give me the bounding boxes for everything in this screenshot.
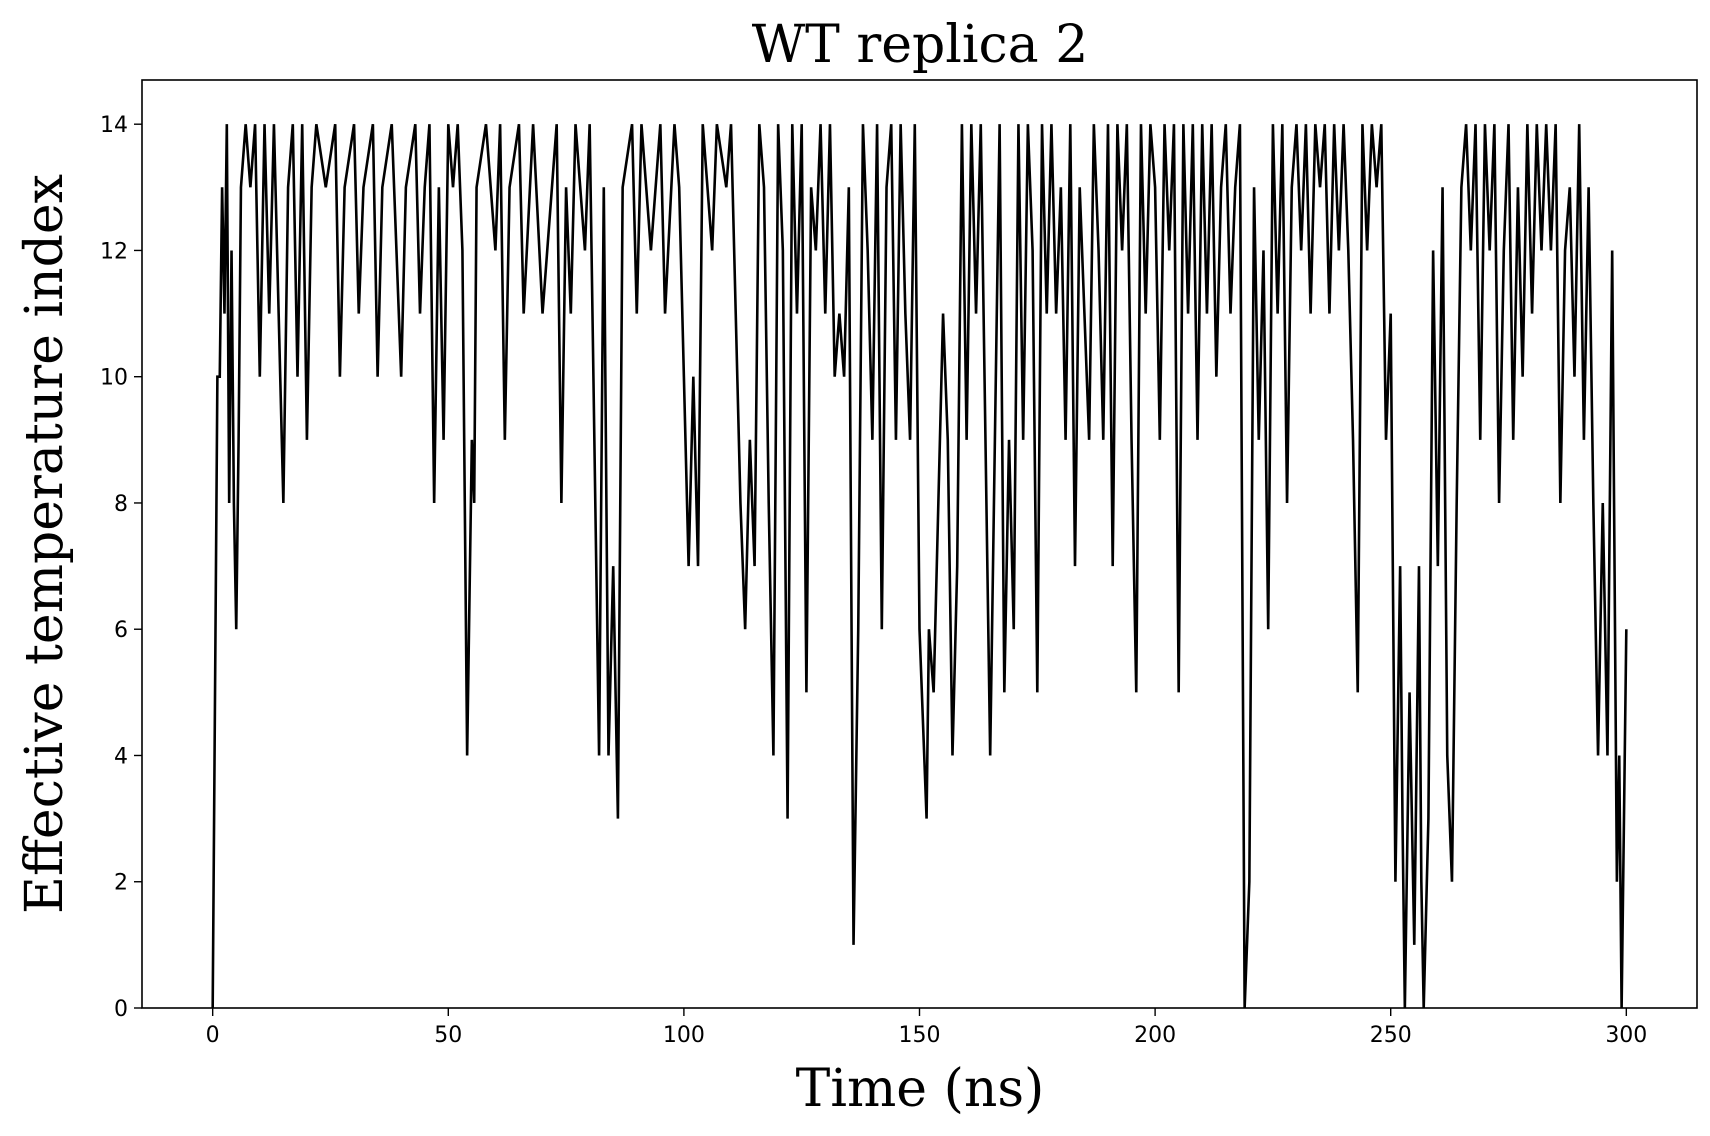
y-tick-label: 12	[100, 239, 128, 264]
x-axis-label: Time (ns)	[796, 1059, 1045, 1119]
y-tick-label: 10	[100, 366, 128, 391]
chart-title: WT replica 2	[752, 15, 1089, 75]
y-tick-label: 14	[100, 113, 128, 138]
x-tick-label: 200	[1134, 1023, 1176, 1048]
x-tick-label: 250	[1370, 1023, 1412, 1048]
plot-area	[211, 123, 1628, 1009]
y-tick-label: 4	[114, 744, 128, 769]
series-line-0	[211, 123, 1628, 1009]
y-tick-label: 8	[114, 492, 128, 517]
x-tick-label: 50	[434, 1023, 462, 1048]
y-tick-label: 2	[114, 871, 128, 896]
plot-frame	[141, 79, 1698, 1009]
x-tick-label: 300	[1605, 1023, 1647, 1048]
y-axis-label: Effective temperature index	[15, 174, 75, 914]
x-tick-label: 0	[206, 1023, 220, 1048]
x-tick-label: 100	[663, 1023, 705, 1048]
y-tick-label: 6	[114, 618, 128, 643]
x-axis-ticks: 0 50 100 150 200 250 300	[206, 1008, 1647, 1048]
x-tick-label: 150	[899, 1023, 941, 1048]
y-axis-ticks: 0 2 4 6 8 10 12 14	[100, 113, 142, 1022]
y-tick-label: 0	[114, 997, 128, 1022]
